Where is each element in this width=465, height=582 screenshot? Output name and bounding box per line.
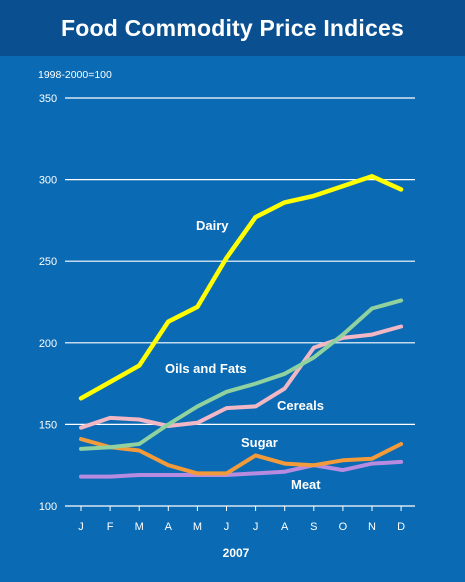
- series-line-cereals: [79, 324, 404, 430]
- x-tick-label: M: [135, 521, 144, 533]
- series-label-dairy: Dairy: [196, 218, 229, 233]
- series-labels: Dairy Oils and Fats Cereals Sugar Meat: [165, 218, 324, 492]
- y-tick-label: 300: [39, 175, 57, 187]
- x-tick-label: J: [224, 521, 230, 533]
- x-tick-label: O: [339, 521, 348, 533]
- title-bar: Food Commodity Price Indices: [0, 0, 465, 56]
- x-tick-label: F: [107, 521, 114, 533]
- x-tick-label: A: [281, 521, 289, 533]
- x-tick-label: J: [78, 521, 84, 533]
- y-tick-label: 100: [39, 501, 57, 513]
- series-label-meat: Meat: [291, 477, 321, 492]
- chart-title: Food Commodity Price Indices: [61, 14, 404, 41]
- y-axis-ticks: 100 150 200 250 300 350: [39, 93, 57, 513]
- x-tick-label: A: [165, 521, 173, 533]
- x-tick-label: S: [310, 521, 317, 533]
- x-tick-label: N: [368, 521, 376, 533]
- y-tick-label: 250: [39, 256, 57, 268]
- x-tick-label: J: [253, 521, 259, 533]
- x-axis-label: 2007: [223, 546, 250, 560]
- series-line-meat: [79, 459, 404, 479]
- series-line-oils-and-fats: [79, 298, 404, 451]
- series-label-cereals: Cereals: [277, 398, 324, 413]
- grid: [65, 97, 415, 507]
- y-tick-label: 350: [39, 93, 57, 105]
- series-label-oils-and-fats: Oils and Fats: [165, 361, 247, 376]
- series-lines: [78, 174, 404, 479]
- chart-subtitle: 1998-2000=100: [38, 69, 112, 81]
- y-tick-label: 150: [39, 419, 57, 431]
- y-tick-label: 200: [39, 338, 57, 350]
- series-label-sugar: Sugar: [241, 435, 278, 450]
- series-line-dairy: [78, 174, 404, 401]
- series-line-sugar: [79, 437, 404, 476]
- x-tick-label: M: [193, 521, 202, 533]
- x-tick-label: D: [397, 521, 405, 533]
